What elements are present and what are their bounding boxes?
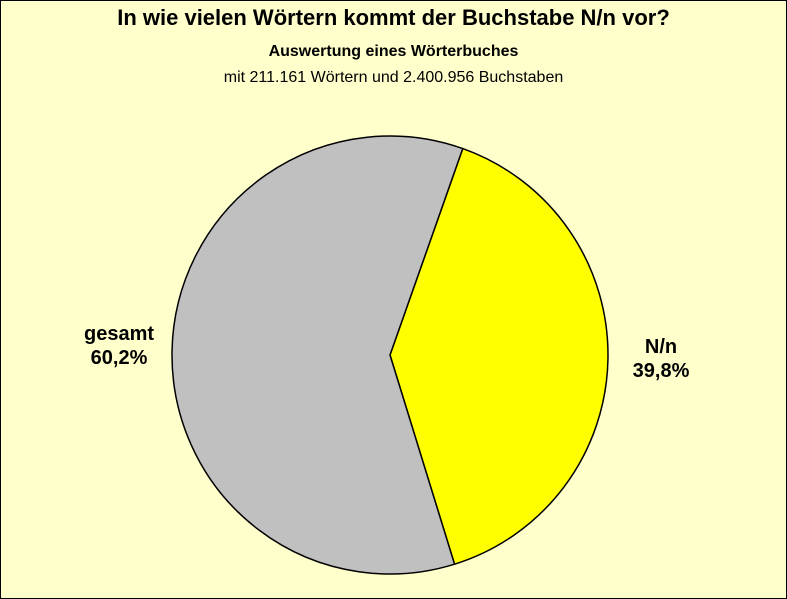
- slice-percent-label: 39,8%: [633, 360, 690, 382]
- pie-slice-gesamt: [171, 135, 464, 575]
- pie-slice-n-n: [389, 147, 609, 566]
- slice-name-label: N/n: [645, 336, 677, 358]
- chart-note: mit 211.161 Wörtern und 2.400.956 Buchst…: [223, 69, 564, 86]
- slice-name-label: gesamt: [84, 323, 154, 345]
- pie-slices: [171, 135, 609, 575]
- slice-percent-label: 60,2%: [91, 347, 148, 369]
- chart-title: In wie vielen Wörtern kommt der Buchstab…: [117, 5, 670, 30]
- chart-subtitle: Auswertung eines Wörterbuches: [268, 43, 519, 60]
